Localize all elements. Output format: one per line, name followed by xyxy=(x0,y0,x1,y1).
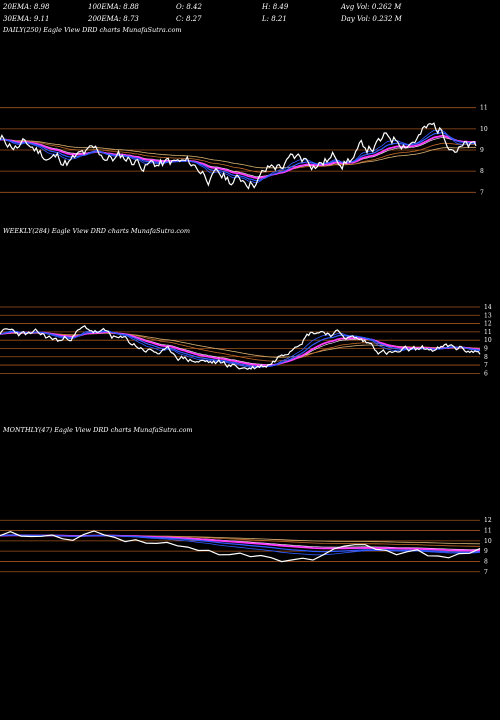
monthly-y-tick: 7 xyxy=(484,569,488,576)
daily-y-tick: 10 xyxy=(480,126,488,133)
weekly-y-tick: 10 xyxy=(484,337,492,344)
monthly-y-tick: 10 xyxy=(484,538,492,545)
weekly-y-tick: 6 xyxy=(484,370,488,377)
daily-ema-50-line xyxy=(0,137,477,178)
header-100ema: 100EMA: 8.88 xyxy=(88,3,139,11)
indicator-header: 20EMA: 8.98 100EMA: 8.88 O: 8.42 H: 8.49… xyxy=(2,3,403,23)
monthly-panel-title: MONTHLY(47) Eagle View DRD charts Munafa… xyxy=(2,426,193,434)
header-low: L: 8.21 xyxy=(261,15,287,23)
daily-ema-magenta-line xyxy=(0,135,477,179)
weekly-panel-title: WEEKLY(284) Eagle View DRD charts Munafa… xyxy=(3,227,190,235)
daily-chart: 11 10 9 8 7 xyxy=(0,105,488,196)
weekly-y-tick: 14 xyxy=(484,304,492,311)
daily-y-tick: 7 xyxy=(480,189,484,196)
daily-y-tick: 11 xyxy=(480,105,488,112)
weekly-price-line xyxy=(0,325,481,371)
daily-y-tick: 9 xyxy=(480,147,484,154)
daily-ema-200-line xyxy=(0,139,476,169)
monthly-price-line xyxy=(0,530,481,563)
daily-price-line xyxy=(0,122,477,190)
header-high: H: 8.49 xyxy=(261,3,289,11)
weekly-y-tick: 13 xyxy=(484,312,492,319)
weekly-ema-30-line xyxy=(0,330,481,368)
header-open: O: 8.42 xyxy=(176,3,202,11)
weekly-y-tick: 12 xyxy=(484,321,492,328)
monthly-y-tick: 9 xyxy=(484,548,488,555)
daily-y-tick: 8 xyxy=(480,168,484,175)
daily-ema-100-line xyxy=(0,139,476,173)
header-avg-vol: Avg Vol: 0.262 M xyxy=(340,3,402,11)
header-close: C: 8.27 xyxy=(176,15,202,23)
daily-panel-title: DAILY(250) Eagle View DRD charts MunafaS… xyxy=(2,26,182,34)
header-200ema: 200EMA: 8.73 xyxy=(87,15,139,23)
header-30ema: 30EMA: 9.11 xyxy=(3,15,49,23)
monthly-chart: 12 11 10 9 8 7 xyxy=(0,517,492,576)
weekly-y-tick: 9 xyxy=(484,345,488,352)
weekly-y-tick: 8 xyxy=(484,354,488,361)
monthly-y-tick: 8 xyxy=(484,558,488,565)
weekly-ema-20-line xyxy=(0,330,481,368)
monthly-y-tick: 11 xyxy=(484,528,492,535)
monthly-y-tick: 12 xyxy=(484,517,492,524)
weekly-y-tick: 7 xyxy=(484,362,488,369)
weekly-y-tick: 11 xyxy=(484,329,492,336)
monthly-ema-30-line xyxy=(0,534,481,553)
header-20ema: 20EMA: 8.98 xyxy=(2,3,50,11)
monthly-ema-magenta-line xyxy=(0,534,481,552)
header-day-vol: Day Vol: 0.232 M xyxy=(340,15,403,23)
